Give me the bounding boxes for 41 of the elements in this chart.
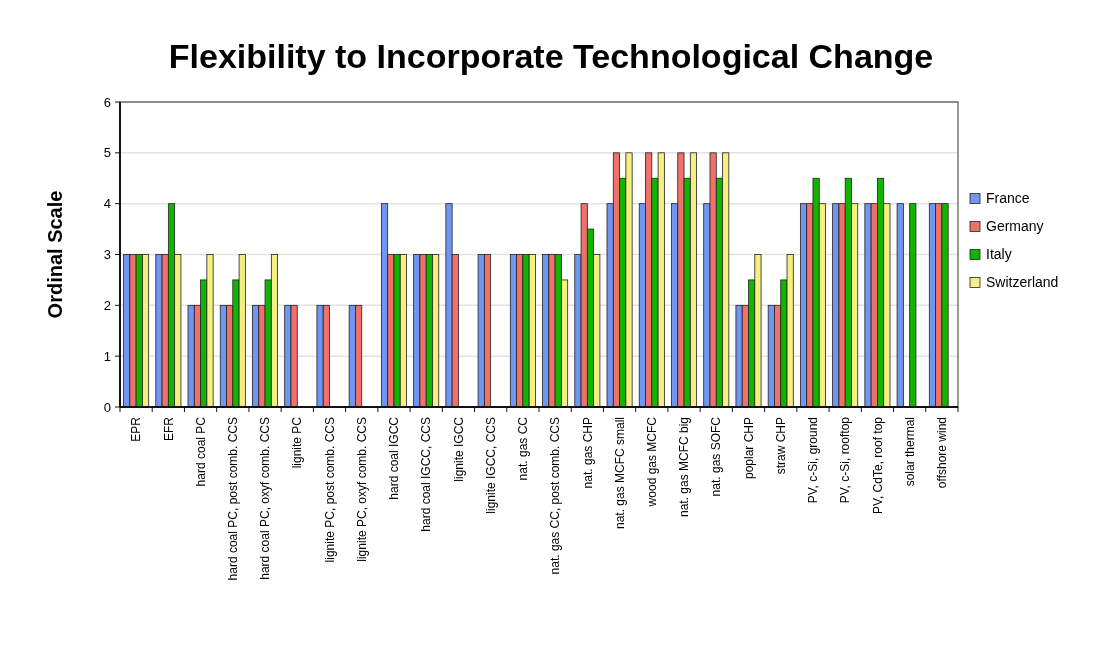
x-tick-label: straw CHP (773, 417, 788, 475)
x-tick-label: PV, CdTe, roof top (870, 416, 885, 514)
x-tick-label: lignite IGCC (451, 416, 466, 482)
x-tick-label: offshore wind (935, 417, 950, 489)
x-tick-label: nat. gas CC, post comb. CCS (548, 417, 563, 575)
y-tick-label: 6 (103, 94, 111, 110)
x-tick-label: hard coal PC, oxyf comb. CCS (258, 417, 273, 580)
x-tick-label: EFR (161, 416, 176, 441)
y-tick-label: 0 (103, 399, 111, 415)
legend-label: Germany (986, 218, 1044, 235)
x-tick-label: nat. gas CHP (580, 417, 595, 489)
y-tick-label: 3 (103, 247, 111, 263)
x-tick-label: hard coal IGCC (387, 416, 402, 500)
x-tick-label: lignite PC, oxyf comb. CCS (354, 417, 369, 562)
x-tick-label: nat. gas MCFC big (677, 417, 692, 518)
legend-label: Italy (986, 246, 1012, 263)
y-tick-label: 1 (103, 348, 111, 364)
x-tick-label: nat. gas SOFC (709, 416, 724, 497)
x-tick-label: nat. gas CC (516, 416, 531, 481)
x-tick-label: PV, c-Si, rooftop (838, 416, 853, 504)
x-tick-label: solar thermal (902, 417, 917, 487)
x-tick-label: hard coal IGCC, CCS (419, 417, 434, 532)
x-tick-label: EPR (129, 416, 144, 442)
x-tick-label: lignite PC, post comb. CCS (322, 417, 337, 563)
y-axis-title: Ordinal Scale (44, 190, 66, 319)
x-tick-label: lignite IGCC, CCS (483, 417, 498, 514)
legend-label: France (986, 190, 1030, 207)
bar (896, 203, 904, 408)
x-tick-label: hard coal PC (193, 416, 208, 487)
y-tick-label: 5 (103, 145, 111, 161)
legend-label: Switzerland (986, 274, 1059, 291)
y-tick-label: 4 (103, 196, 111, 212)
x-tick-label: nat. gas MCFC small (612, 417, 627, 530)
x-tick-label: hard coal PC, post comb. CCS (226, 417, 241, 581)
x-tick-label: poplar CHP (741, 417, 756, 480)
x-tick-label: wood gas MCFC (645, 416, 660, 508)
x-tick-label: lignite PC (290, 416, 305, 469)
x-tick-label: PV, c-Si, ground (806, 417, 821, 504)
bar (909, 203, 917, 408)
chart-title: Flexibility to Incorporate Technological Change (168, 37, 934, 75)
y-tick-label: 2 (103, 297, 111, 313)
